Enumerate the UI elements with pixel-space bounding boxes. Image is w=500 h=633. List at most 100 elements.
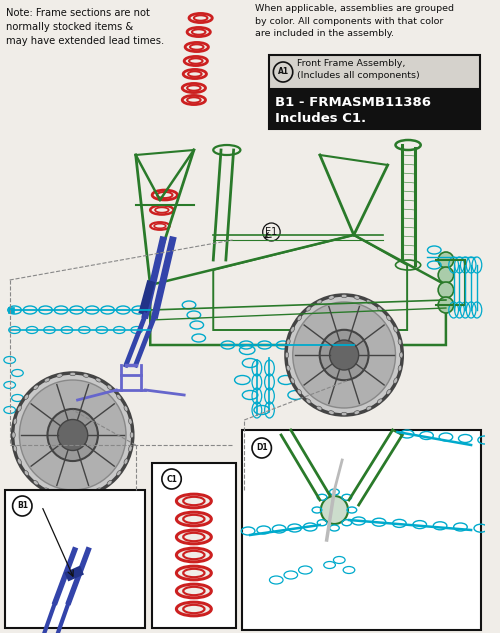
- Ellipse shape: [316, 406, 322, 410]
- Circle shape: [20, 380, 126, 490]
- Ellipse shape: [176, 530, 212, 544]
- Ellipse shape: [176, 566, 212, 580]
- Ellipse shape: [34, 385, 38, 390]
- Text: B1: B1: [17, 501, 28, 510]
- Circle shape: [438, 252, 454, 268]
- Ellipse shape: [187, 97, 200, 103]
- Ellipse shape: [189, 58, 202, 64]
- Ellipse shape: [183, 587, 204, 595]
- Ellipse shape: [285, 352, 288, 358]
- Circle shape: [438, 267, 454, 283]
- Ellipse shape: [354, 296, 360, 299]
- Ellipse shape: [56, 373, 62, 377]
- Ellipse shape: [286, 339, 290, 345]
- Ellipse shape: [297, 316, 302, 321]
- Ellipse shape: [124, 459, 128, 464]
- Ellipse shape: [116, 394, 121, 399]
- FancyBboxPatch shape: [152, 463, 236, 628]
- Circle shape: [58, 420, 88, 451]
- FancyBboxPatch shape: [270, 91, 480, 129]
- Ellipse shape: [176, 548, 212, 562]
- Circle shape: [162, 469, 182, 489]
- Ellipse shape: [14, 418, 17, 424]
- Ellipse shape: [187, 27, 210, 37]
- Ellipse shape: [70, 494, 75, 498]
- Ellipse shape: [107, 385, 112, 390]
- Ellipse shape: [328, 411, 334, 415]
- Ellipse shape: [306, 399, 311, 403]
- Text: Front Frame Assembly,
(Includes all components): Front Frame Assembly, (Includes all comp…: [296, 59, 420, 80]
- Ellipse shape: [187, 85, 200, 91]
- Circle shape: [286, 295, 403, 415]
- Ellipse shape: [386, 316, 391, 321]
- Ellipse shape: [34, 480, 38, 485]
- Ellipse shape: [306, 306, 311, 311]
- Ellipse shape: [183, 569, 204, 577]
- Ellipse shape: [24, 394, 28, 399]
- Ellipse shape: [192, 29, 205, 35]
- Ellipse shape: [14, 446, 17, 451]
- Ellipse shape: [176, 584, 212, 598]
- Ellipse shape: [290, 378, 294, 384]
- Ellipse shape: [394, 327, 398, 332]
- Ellipse shape: [150, 222, 170, 230]
- Ellipse shape: [24, 470, 28, 475]
- Circle shape: [292, 302, 396, 408]
- Ellipse shape: [44, 488, 50, 492]
- Circle shape: [48, 409, 98, 461]
- Ellipse shape: [183, 533, 204, 541]
- Ellipse shape: [290, 327, 294, 332]
- Ellipse shape: [12, 432, 16, 438]
- Circle shape: [274, 62, 292, 82]
- Ellipse shape: [394, 378, 398, 384]
- Ellipse shape: [182, 84, 206, 92]
- Ellipse shape: [398, 339, 402, 345]
- Ellipse shape: [328, 296, 334, 299]
- Ellipse shape: [286, 365, 290, 371]
- Ellipse shape: [128, 418, 132, 424]
- Ellipse shape: [378, 306, 382, 311]
- Text: E1: E1: [266, 227, 278, 237]
- FancyBboxPatch shape: [270, 55, 480, 89]
- Ellipse shape: [341, 412, 347, 416]
- Ellipse shape: [155, 208, 168, 213]
- Ellipse shape: [157, 192, 172, 198]
- Ellipse shape: [184, 56, 208, 66]
- Ellipse shape: [316, 300, 322, 304]
- Ellipse shape: [182, 96, 206, 104]
- Ellipse shape: [185, 42, 208, 51]
- Ellipse shape: [176, 494, 212, 508]
- Ellipse shape: [154, 223, 166, 229]
- Ellipse shape: [128, 446, 132, 451]
- Ellipse shape: [183, 515, 204, 523]
- Circle shape: [12, 373, 133, 497]
- Ellipse shape: [152, 190, 178, 200]
- Ellipse shape: [183, 70, 206, 78]
- Ellipse shape: [124, 406, 128, 411]
- Ellipse shape: [188, 72, 202, 77]
- Circle shape: [320, 330, 368, 380]
- Ellipse shape: [116, 470, 121, 475]
- Ellipse shape: [183, 551, 204, 559]
- Ellipse shape: [297, 389, 302, 394]
- Circle shape: [321, 496, 348, 524]
- Ellipse shape: [354, 411, 360, 415]
- Text: Note: Frame sections are not
normally stocked items &
may have extended lead tim: Note: Frame sections are not normally st…: [6, 8, 164, 46]
- Ellipse shape: [386, 389, 391, 394]
- Ellipse shape: [190, 44, 203, 49]
- Ellipse shape: [183, 605, 204, 613]
- Ellipse shape: [130, 432, 134, 438]
- Text: When applicable, assemblies are grouped
by color. All components with that color: When applicable, assemblies are grouped …: [255, 4, 454, 38]
- Ellipse shape: [341, 294, 347, 298]
- Ellipse shape: [44, 378, 50, 382]
- Ellipse shape: [366, 300, 372, 304]
- Ellipse shape: [70, 372, 75, 376]
- Ellipse shape: [83, 373, 88, 377]
- Ellipse shape: [83, 492, 88, 496]
- Circle shape: [330, 340, 358, 370]
- Ellipse shape: [18, 459, 21, 464]
- FancyBboxPatch shape: [8, 307, 14, 313]
- Ellipse shape: [378, 399, 382, 403]
- Circle shape: [438, 297, 454, 313]
- Ellipse shape: [183, 497, 204, 505]
